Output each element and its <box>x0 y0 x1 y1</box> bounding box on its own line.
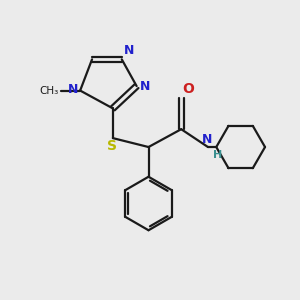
Text: N: N <box>68 82 78 96</box>
Text: N: N <box>202 133 213 146</box>
Text: S: S <box>107 139 117 153</box>
Text: O: O <box>183 82 195 96</box>
Text: CH₃: CH₃ <box>39 85 58 96</box>
Text: H: H <box>213 150 222 160</box>
Text: N: N <box>124 44 134 57</box>
Text: N: N <box>140 80 150 93</box>
